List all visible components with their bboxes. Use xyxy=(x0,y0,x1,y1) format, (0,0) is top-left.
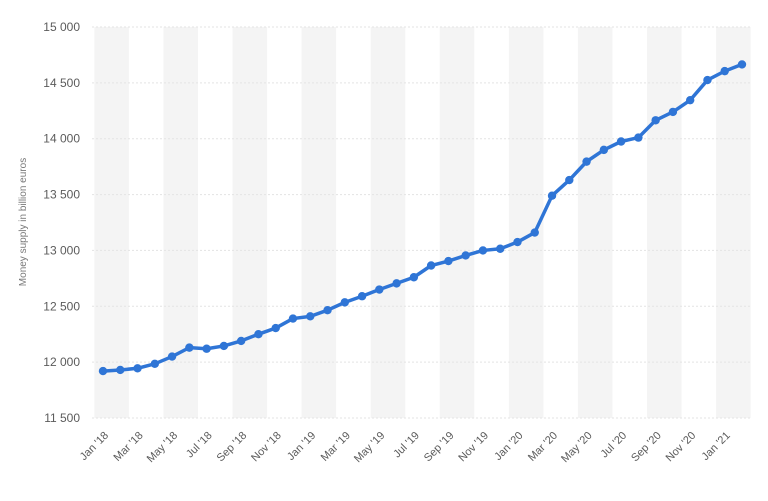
data-point[interactable] xyxy=(340,298,349,307)
series-line xyxy=(101,62,744,373)
data-point[interactable] xyxy=(254,330,263,339)
y-tick-label: 13 000 xyxy=(43,243,80,257)
x-tick-label: Jan '20 xyxy=(492,430,525,463)
data-point[interactable] xyxy=(116,365,125,375)
data-point[interactable] xyxy=(547,191,557,200)
x-tick-label: Sep '20 xyxy=(629,430,664,465)
x-tick-label: May '18 xyxy=(145,430,180,465)
data-point[interactable] xyxy=(271,323,280,333)
y-tick-label: 14 500 xyxy=(43,76,80,90)
data-point[interactable] xyxy=(219,341,229,351)
data-point[interactable] xyxy=(685,95,695,105)
data-point[interactable] xyxy=(426,261,436,270)
y-axis-ticks: 11 500 12 000 12 500 13 000 13 500 14 000 14 5… xyxy=(43,20,80,425)
x-tick-label: May '20 xyxy=(559,430,594,465)
shaded-band xyxy=(577,27,613,418)
x-tick-label: Jan '21 xyxy=(700,430,733,463)
data-point[interactable] xyxy=(306,312,315,321)
data-point[interactable] xyxy=(478,246,488,255)
data-point[interactable] xyxy=(392,279,401,288)
y-tick-label: 12 000 xyxy=(43,355,80,369)
x-tick-label: Mar '20 xyxy=(526,430,560,464)
y-axis-title: Money supply in billion euros xyxy=(18,158,29,286)
x-tick-label: Sep '18 xyxy=(215,430,250,465)
x-tick-label: Mar '19 xyxy=(319,430,353,464)
y-tick-label: 13 500 xyxy=(43,188,80,202)
data-point[interactable] xyxy=(496,244,505,253)
y-tick-label: 15 000 xyxy=(43,20,80,34)
data-point[interactable] xyxy=(737,60,747,69)
data-point[interactable] xyxy=(703,75,712,85)
x-tick-label: Jan '18 xyxy=(78,430,111,463)
series-group xyxy=(98,60,747,376)
x-tick-label: Jul '18 xyxy=(184,430,215,461)
x-tick-label: Jan '19 xyxy=(285,430,318,463)
data-point[interactable] xyxy=(133,364,142,373)
data-point[interactable] xyxy=(530,228,539,237)
data-point[interactable] xyxy=(236,336,246,346)
shaded-band xyxy=(439,27,475,418)
y-tick-label: 11 500 xyxy=(44,411,80,425)
data-point[interactable] xyxy=(634,133,643,142)
data-point[interactable] xyxy=(202,344,211,353)
x-tick-label: Jul '19 xyxy=(391,430,422,461)
shaded-band xyxy=(716,27,751,418)
x-tick-label: Jul '20 xyxy=(599,430,630,461)
x-tick-label: May '19 xyxy=(352,430,387,465)
gridlines xyxy=(92,26,752,419)
data-point[interactable] xyxy=(357,292,367,301)
data-point[interactable] xyxy=(599,145,609,155)
data-point[interactable] xyxy=(150,359,160,369)
y-tick-label: 14 000 xyxy=(43,132,80,146)
data-point[interactable] xyxy=(461,251,470,260)
data-point[interactable] xyxy=(616,137,626,146)
data-point[interactable] xyxy=(720,66,729,76)
data-point[interactable] xyxy=(288,314,298,323)
shaded-band xyxy=(301,27,337,418)
data-point[interactable] xyxy=(513,237,522,247)
data-point[interactable] xyxy=(323,305,332,315)
data-point[interactable] xyxy=(409,273,419,282)
data-point[interactable] xyxy=(444,256,453,266)
x-axis-ticks: Jan '18 Mar '18 May '18 Jul '18 Sep '18 Nov '… xyxy=(78,430,733,465)
data-point[interactable] xyxy=(167,352,177,361)
data-point[interactable] xyxy=(98,366,108,376)
data-point[interactable] xyxy=(668,107,678,117)
data-point[interactable] xyxy=(185,343,194,352)
x-tick-label: Nov '18 xyxy=(249,430,284,465)
data-point[interactable] xyxy=(375,285,384,294)
x-tick-label: Mar '18 xyxy=(111,430,145,464)
x-tick-label: Nov '19 xyxy=(456,430,491,465)
shaded-band xyxy=(370,27,406,418)
data-point[interactable] xyxy=(651,116,660,125)
shaded-band xyxy=(232,27,268,418)
x-tick-label: Nov '20 xyxy=(664,430,699,465)
data-point[interactable] xyxy=(582,157,591,166)
shaded-band xyxy=(647,27,682,418)
shaded-band xyxy=(94,27,129,418)
x-tick-label: Sep '19 xyxy=(422,430,457,465)
data-point[interactable] xyxy=(565,175,574,185)
y-tick-label: 12 500 xyxy=(43,299,80,313)
alternating-bands xyxy=(94,27,751,418)
